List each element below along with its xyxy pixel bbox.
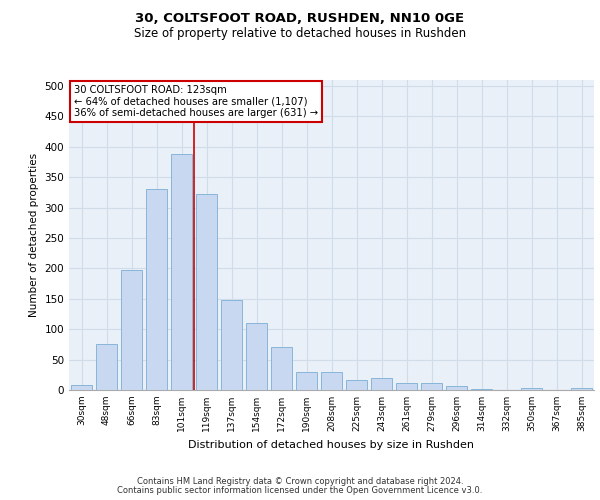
Bar <box>246 323 267 390</box>
Text: Contains public sector information licensed under the Open Government Licence v3: Contains public sector information licen… <box>118 486 482 495</box>
Bar <box>271 348 292 390</box>
Bar <box>521 388 542 390</box>
Text: 30 COLTSFOOT ROAD: 123sqm
← 64% of detached houses are smaller (1,107)
36% of se: 30 COLTSFOOT ROAD: 123sqm ← 64% of detac… <box>74 84 319 118</box>
Text: Contains HM Land Registry data © Crown copyright and database right 2024.: Contains HM Land Registry data © Crown c… <box>137 477 463 486</box>
Bar <box>71 385 92 390</box>
Bar <box>471 389 492 390</box>
Text: 30, COLTSFOOT ROAD, RUSHDEN, NN10 0GE: 30, COLTSFOOT ROAD, RUSHDEN, NN10 0GE <box>136 12 464 26</box>
Bar <box>421 384 442 390</box>
Text: Size of property relative to detached houses in Rushden: Size of property relative to detached ho… <box>134 28 466 40</box>
Bar <box>221 300 242 390</box>
Bar <box>571 388 592 390</box>
Bar <box>121 270 142 390</box>
X-axis label: Distribution of detached houses by size in Rushden: Distribution of detached houses by size … <box>188 440 475 450</box>
Bar <box>321 372 342 390</box>
Bar <box>446 386 467 390</box>
Bar <box>371 378 392 390</box>
Y-axis label: Number of detached properties: Number of detached properties <box>29 153 39 317</box>
Bar <box>196 194 217 390</box>
Bar <box>171 154 192 390</box>
Bar <box>296 372 317 390</box>
Bar <box>146 190 167 390</box>
Bar <box>96 344 117 390</box>
Bar <box>346 380 367 390</box>
Bar <box>396 382 417 390</box>
